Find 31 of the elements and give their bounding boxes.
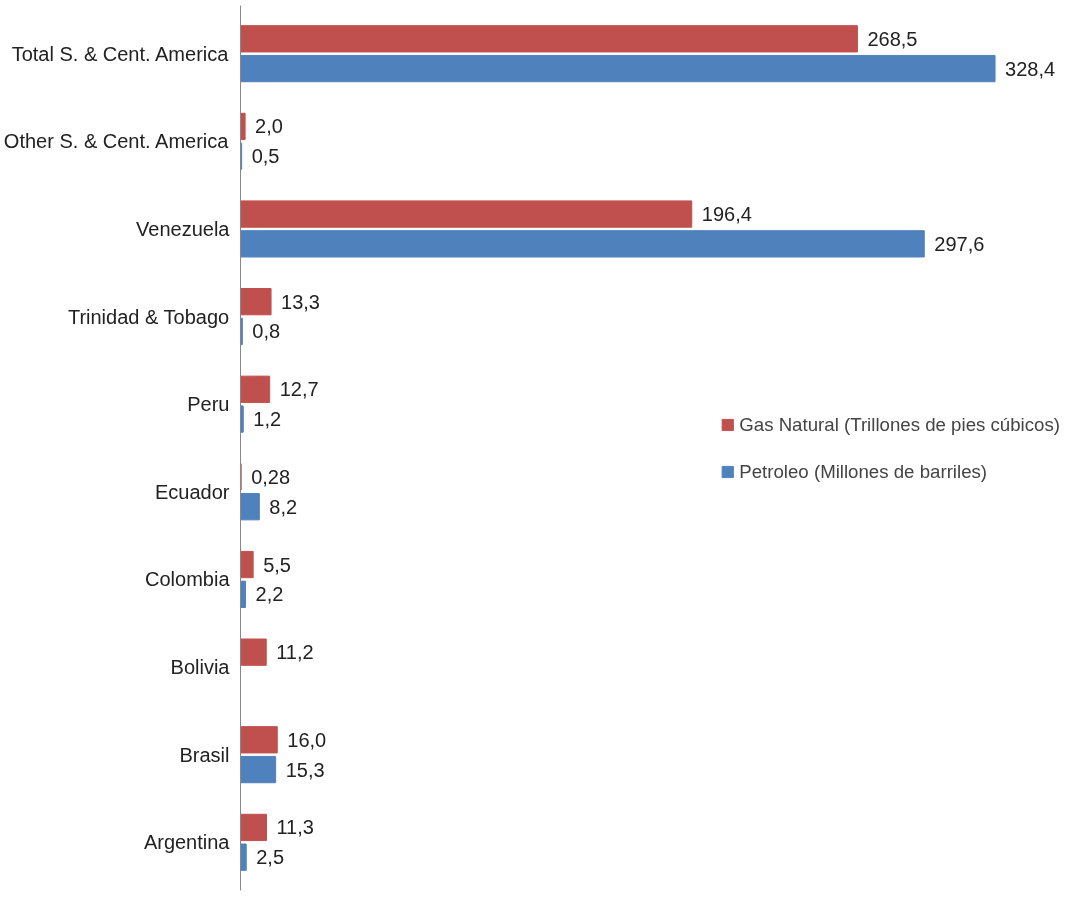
- data-label: 15,3: [285, 758, 325, 781]
- legend-label: Gas Natural (Trillones de pies cúbicos): [739, 413, 1060, 435]
- y-tick-label: Other S. & Cent. America: [3, 130, 230, 153]
- data-label: 11,3: [276, 816, 314, 839]
- y-tick-label: Peru: [187, 393, 230, 416]
- y-tick-label: Brasil: [179, 743, 230, 766]
- legend-label: Petroleo (Millones de barriles): [739, 460, 988, 482]
- data-label: 268,5: [867, 27, 918, 50]
- y-tick-label: Colombia: [145, 568, 231, 591]
- data-label: 328,4: [1005, 57, 1056, 80]
- data-label: 0,8: [252, 320, 281, 343]
- data-label: 5,5: [263, 553, 291, 576]
- y-tick-label: Bolivia: [170, 656, 231, 679]
- data-label: 196,4: [701, 203, 752, 226]
- data-label: 16,0: [287, 728, 327, 751]
- y-tick-label: Venezuela: [136, 217, 231, 240]
- data-label: 12,7: [279, 378, 319, 401]
- data-label: 1,2: [253, 408, 282, 431]
- data-label: 0,5: [251, 145, 280, 168]
- data-label: 2,5: [256, 846, 285, 869]
- data-label: 11,2: [276, 641, 314, 664]
- data-label: 297,6: [934, 232, 985, 255]
- data-label: 2,2: [255, 583, 284, 606]
- data-label: 0,28: [251, 465, 291, 488]
- y-tick-label: Argentina: [143, 831, 231, 854]
- data-label: 8,2: [269, 495, 298, 518]
- y-tick-label: Total S. & Cent. America: [11, 42, 230, 65]
- data-label: 13,3: [281, 290, 320, 313]
- y-tick-label: Ecuador: [155, 480, 230, 503]
- y-tick-label: Trinidad & Tobago: [67, 305, 230, 328]
- data-label: 2,0: [255, 115, 283, 138]
